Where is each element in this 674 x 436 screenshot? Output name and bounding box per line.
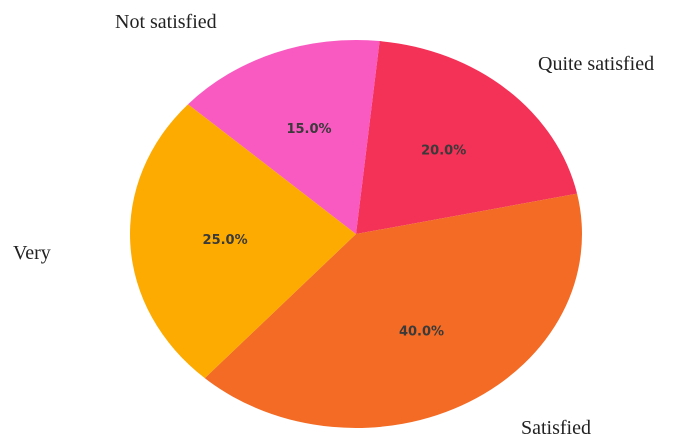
- category-label-not-satisfied: Not satisfied: [115, 11, 217, 33]
- category-label-satisfied: Satisfied: [521, 417, 591, 436]
- percent-label-not-satisfied: 15.0%: [286, 122, 331, 137]
- pie-slices: [130, 39, 582, 428]
- category-label-very: Very: [13, 242, 51, 264]
- percent-label-very: 25.0%: [203, 233, 248, 248]
- pie-slice-not-satisfied: [188, 39, 380, 235]
- pie-slice-very: [130, 104, 356, 379]
- pie-slice-satisfied: [204, 193, 582, 428]
- percent-label-satisfied: 40.0%: [399, 324, 444, 339]
- category-label-quite-satisfied: Quite satisfied: [538, 53, 654, 75]
- pie-slice-quite-satisfied: [356, 41, 578, 235]
- percent-label-quite-satisfied: 20.0%: [421, 143, 466, 158]
- percent-labels: 20.0% 40.0% 25.0% 15.0%: [203, 122, 467, 339]
- category-labels: Quite satisfied Satisfied Very Not satisfie…: [13, 11, 654, 436]
